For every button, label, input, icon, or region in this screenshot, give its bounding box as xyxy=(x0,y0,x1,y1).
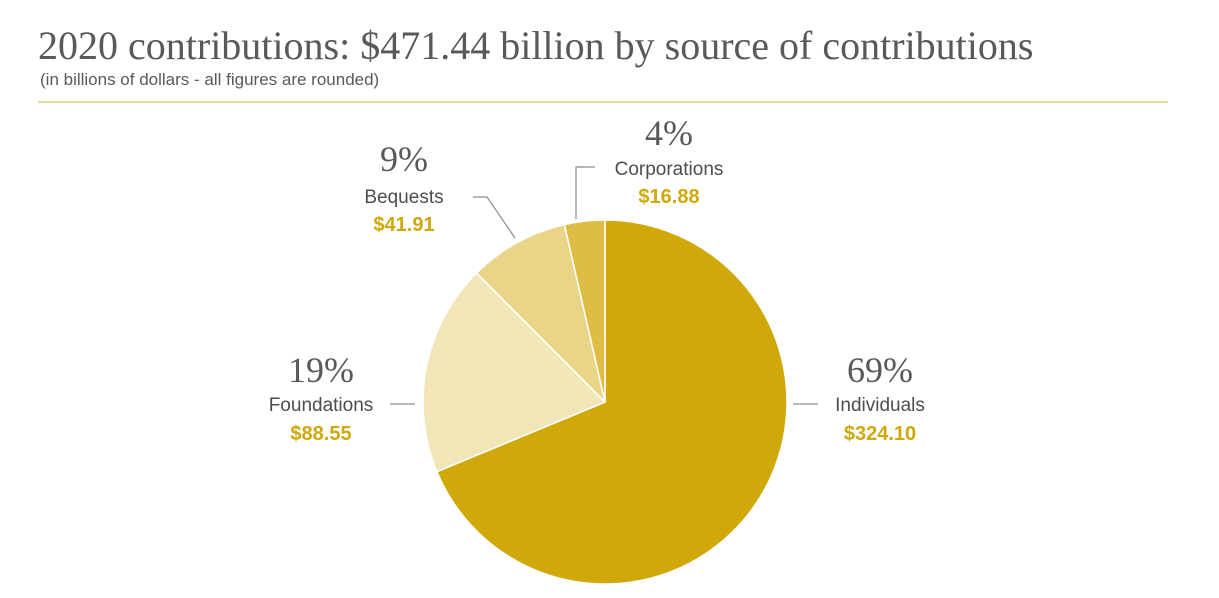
category-label-foundations: Foundations xyxy=(269,395,374,416)
percent-label-corporations: 4% xyxy=(645,113,693,153)
leader-line-corporations xyxy=(575,166,595,219)
category-label-individuals: Individuals xyxy=(835,395,925,416)
value-label-individuals: $324.10 xyxy=(844,423,916,445)
value-label-foundations: $88.55 xyxy=(290,423,351,445)
value-label-corporations: $16.88 xyxy=(638,186,699,208)
pie-slice-individuals xyxy=(436,219,788,585)
chart-subtitle: (in billions of dollars - all figures ar… xyxy=(40,70,380,89)
percent-label-bequests: 9% xyxy=(380,139,428,179)
percent-label-individuals: 69% xyxy=(847,350,913,390)
percent-label-foundations: 19% xyxy=(288,350,354,390)
title-divider xyxy=(38,101,1168,103)
pie-labels: 69% Individuals $324.10 19% Foundations $88.5… xyxy=(269,113,925,445)
value-label-bequests: $41.91 xyxy=(373,214,434,236)
category-label-corporations: Corporations xyxy=(615,159,724,180)
pie-slice-bequests xyxy=(475,223,606,403)
leader-line-bequests xyxy=(473,196,516,239)
pie-slice-foundations xyxy=(422,272,606,473)
pie-slice-corporations xyxy=(563,219,606,403)
pie-slices xyxy=(422,219,788,585)
chart-title: 2020 contributions: $471.44 billion by s… xyxy=(38,23,1034,68)
category-label-bequests: Bequests xyxy=(364,187,443,208)
